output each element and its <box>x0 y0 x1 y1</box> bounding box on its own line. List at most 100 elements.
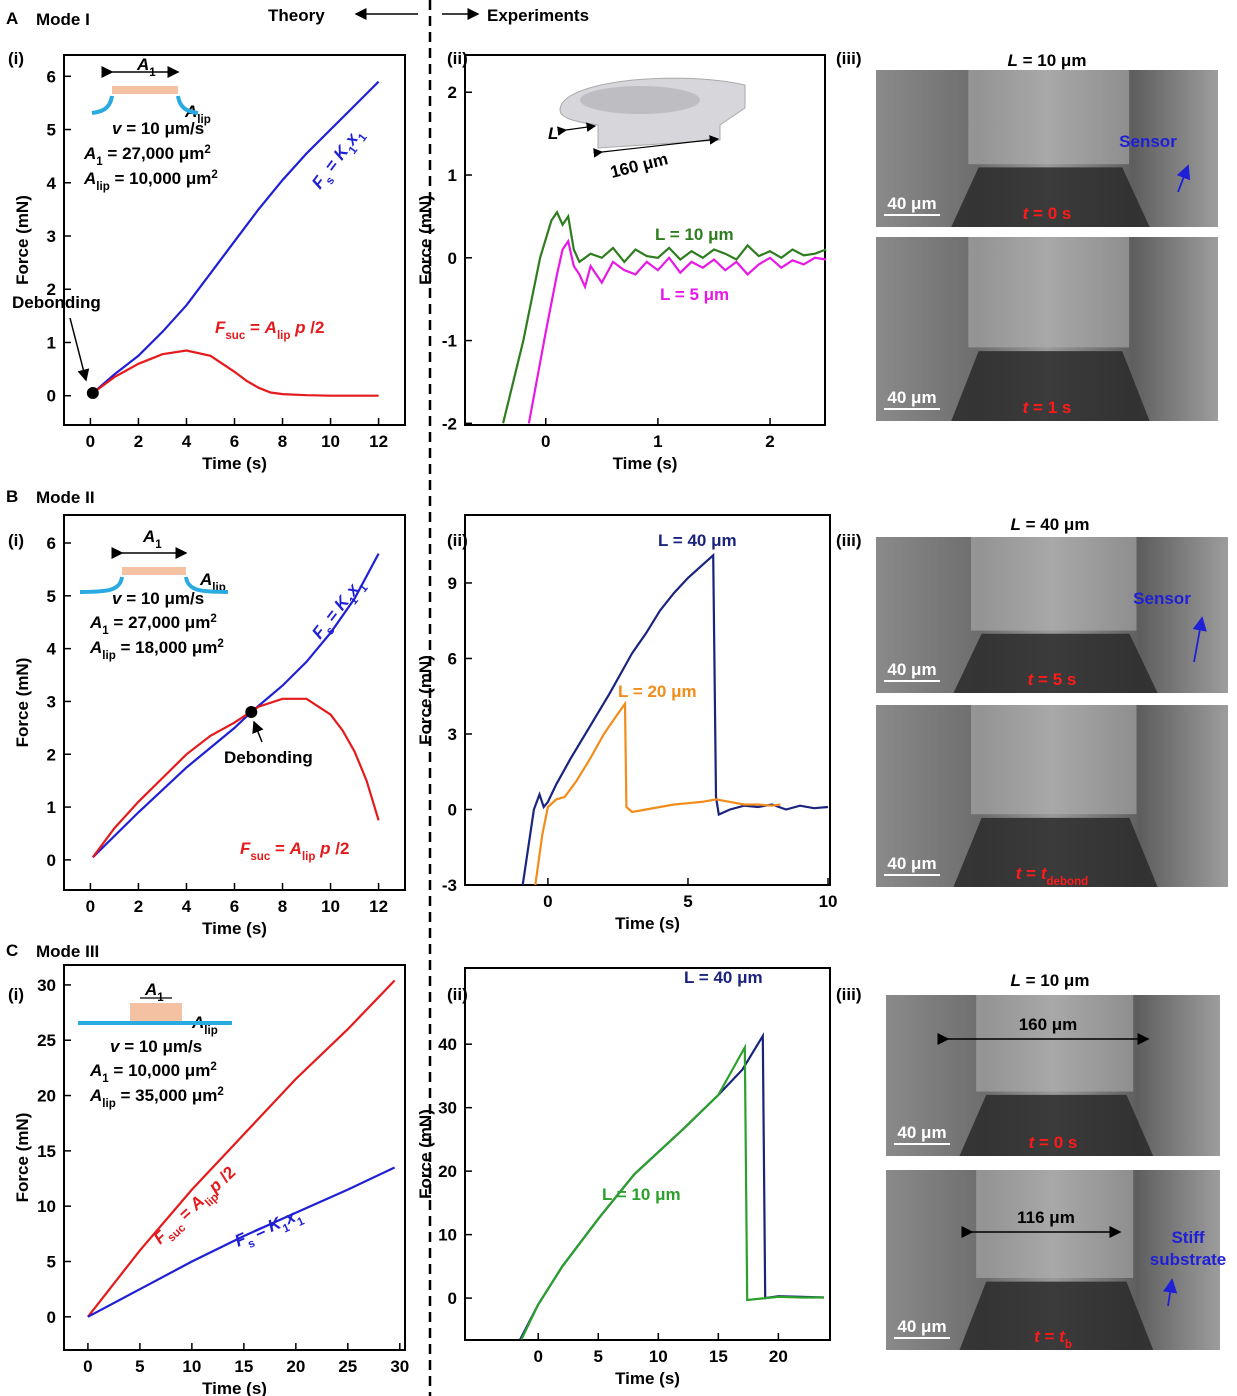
note-label: Sensor <box>1119 132 1177 151</box>
x-tick-label: 10 <box>649 1347 668 1366</box>
text-part: = 5 s <box>1033 670 1076 689</box>
y-tick-label: 6 <box>47 534 56 553</box>
y-tick-label: 0 <box>47 387 56 406</box>
y-tick-label: 5 <box>47 1252 56 1271</box>
x-tick-label: 0 <box>86 432 95 451</box>
subscript: lip <box>197 114 210 126</box>
x-tick-label: 0 <box>534 1347 543 1366</box>
x-axis-label: Time (s) <box>615 914 680 933</box>
pillar <box>968 237 1130 348</box>
note-label: Stiff substrate <box>1150 1228 1227 1269</box>
annotation: Debonding <box>12 293 101 312</box>
italic-part: A <box>199 570 212 589</box>
panel-mode: Mode I <box>36 10 90 29</box>
text-part: = <box>270 839 289 858</box>
subscript: 1 <box>149 67 156 79</box>
italic-part: t <box>1029 1133 1036 1152</box>
subpanel-label: (iii) <box>836 985 862 1004</box>
x-tick-label: 0 <box>543 892 552 911</box>
schematic-body <box>130 1003 182 1025</box>
arrow <box>69 317 90 382</box>
italic-part: t <box>1016 864 1023 883</box>
schematic-lip <box>91 95 199 115</box>
text-part: = 10 μm <box>1021 971 1090 990</box>
x-tick-label: 20 <box>769 1347 788 1366</box>
x-tick-label: 15 <box>234 1357 253 1376</box>
legend-label: L = 10 μm <box>602 1185 681 1204</box>
subpanel-label: (ii) <box>447 531 468 550</box>
y-tick-label: 10 <box>438 1226 457 1245</box>
time-label: t = 5 s <box>1028 670 1077 689</box>
time-label: t = tb <box>1034 1327 1072 1351</box>
subpanel-label: (ii) <box>447 49 468 68</box>
x-tick-label: 6 <box>230 432 239 451</box>
pillar <box>976 1170 1134 1278</box>
y-axis-label: Force (mN) <box>416 1109 435 1199</box>
subscript: lip <box>204 1025 217 1037</box>
y-tick-label: 6 <box>448 649 457 668</box>
annotation: Alip = 35,000 μm2 <box>89 1086 224 1110</box>
y-axis-label: Force (mN) <box>13 195 32 285</box>
x-tick-label: 2 <box>134 432 143 451</box>
subscript: lip <box>277 330 290 342</box>
y-axis-label: Force (mN) <box>416 195 435 285</box>
annotation: Fsuc = Alipp /2 <box>150 1163 243 1252</box>
plot-frame <box>464 54 826 426</box>
annotation: v = 10 μm/s <box>112 589 204 608</box>
legend-label: L = 40 μm <box>684 968 763 987</box>
text-part: /2 <box>306 318 325 337</box>
scale-label: 40 μm <box>897 1123 946 1142</box>
subscript: 1 <box>102 1073 109 1085</box>
line <box>502 210 827 424</box>
line <box>527 238 827 424</box>
text-part: = <box>1021 864 1040 883</box>
italic-part: F <box>215 318 226 337</box>
schematic-lip <box>79 576 229 594</box>
text-part: = 10 μm <box>1018 51 1087 70</box>
y-axis-label: Force (mN) <box>13 658 32 748</box>
italic-part: p <box>319 839 330 858</box>
subpanel-label: (i) <box>8 531 24 550</box>
annotation: A1 = 10,000 μm2 <box>89 1061 217 1085</box>
y-tick-label: 0 <box>448 249 457 268</box>
subscript: s <box>246 1237 257 1251</box>
subscript: 1 <box>102 625 109 637</box>
italic-part: p <box>294 318 305 337</box>
x-tick-label: 2 <box>134 897 143 916</box>
x-axis-label: Time (s) <box>202 454 267 473</box>
line <box>87 1166 396 1318</box>
line <box>92 349 379 397</box>
schematic-body <box>122 567 186 575</box>
line <box>87 979 396 1318</box>
annotation: Fs = K1x1 <box>308 575 371 646</box>
superscript: 2 <box>204 144 210 156</box>
experiments-label: Experiments <box>487 6 589 25</box>
text-part: Debonding <box>224 748 313 767</box>
scale-label: 40 μm <box>897 1317 946 1336</box>
line <box>92 553 380 859</box>
time-label: t = 0 s <box>1029 1133 1078 1152</box>
pillar <box>976 995 1134 1092</box>
annotation: Debonding <box>224 748 313 767</box>
y-tick-label: 0 <box>448 800 457 819</box>
panel-letter: C <box>6 941 18 960</box>
pillar <box>968 70 1130 165</box>
text-part: = 40 μm <box>1021 515 1090 534</box>
text-part: /2 <box>331 839 350 858</box>
y-tick-label: 0 <box>448 1289 457 1308</box>
note-line: substrate <box>1150 1250 1227 1269</box>
superscript: 2 <box>211 169 217 181</box>
italic-part: t <box>1041 864 1048 883</box>
annotation: L <box>548 124 558 143</box>
x-tick-label: 8 <box>278 897 287 916</box>
y-tick-label: 3 <box>47 227 56 246</box>
italic-part: A <box>144 980 157 999</box>
annotation: Alip = 10,000 μm2 <box>83 169 218 193</box>
line <box>521 552 829 886</box>
annotation: Fsuc = Alip p /2 <box>240 839 349 863</box>
annotation: 160 μm <box>608 149 669 182</box>
subscript: suc <box>250 851 270 863</box>
text-part: = 27,000 μm <box>103 144 205 163</box>
subpanel-label: (i) <box>8 49 24 68</box>
